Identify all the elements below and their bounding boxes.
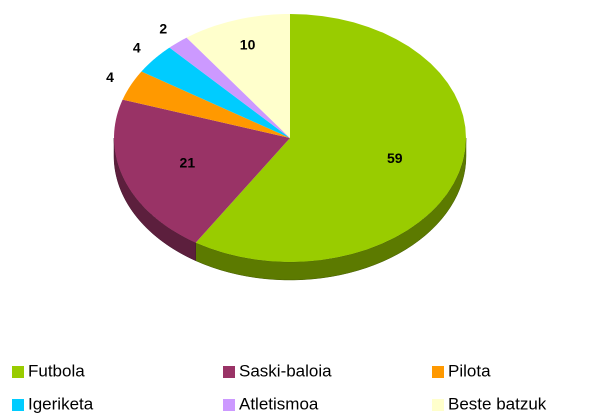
legend-swatch	[223, 399, 235, 411]
data-label: 4	[106, 69, 114, 85]
data-label: 59	[387, 150, 403, 166]
legend-swatch	[223, 366, 235, 378]
slice	[195, 14, 466, 262]
legend-swatch	[432, 399, 444, 411]
data-label: 10	[240, 37, 256, 53]
legend-label: Atletismoa	[239, 394, 319, 413]
data-label: 4	[133, 39, 141, 55]
slice	[186, 14, 290, 138]
legend-swatch	[12, 366, 24, 378]
legend-label: Futbola	[28, 361, 85, 380]
slice	[122, 71, 290, 138]
data-label: 21	[180, 155, 196, 171]
data-label: 2	[159, 21, 167, 37]
slice	[169, 37, 290, 138]
legend-label: Igeriketa	[28, 394, 94, 413]
slice-side	[113, 137, 196, 262]
legend-label: Saski-baloia	[239, 361, 332, 380]
legend-label: Pilota	[448, 361, 491, 380]
slice	[141, 47, 290, 138]
slice	[114, 99, 291, 243]
legend-swatch	[12, 399, 24, 411]
legend-swatch	[432, 366, 444, 378]
legend-label: Beste batzuk	[448, 394, 547, 413]
